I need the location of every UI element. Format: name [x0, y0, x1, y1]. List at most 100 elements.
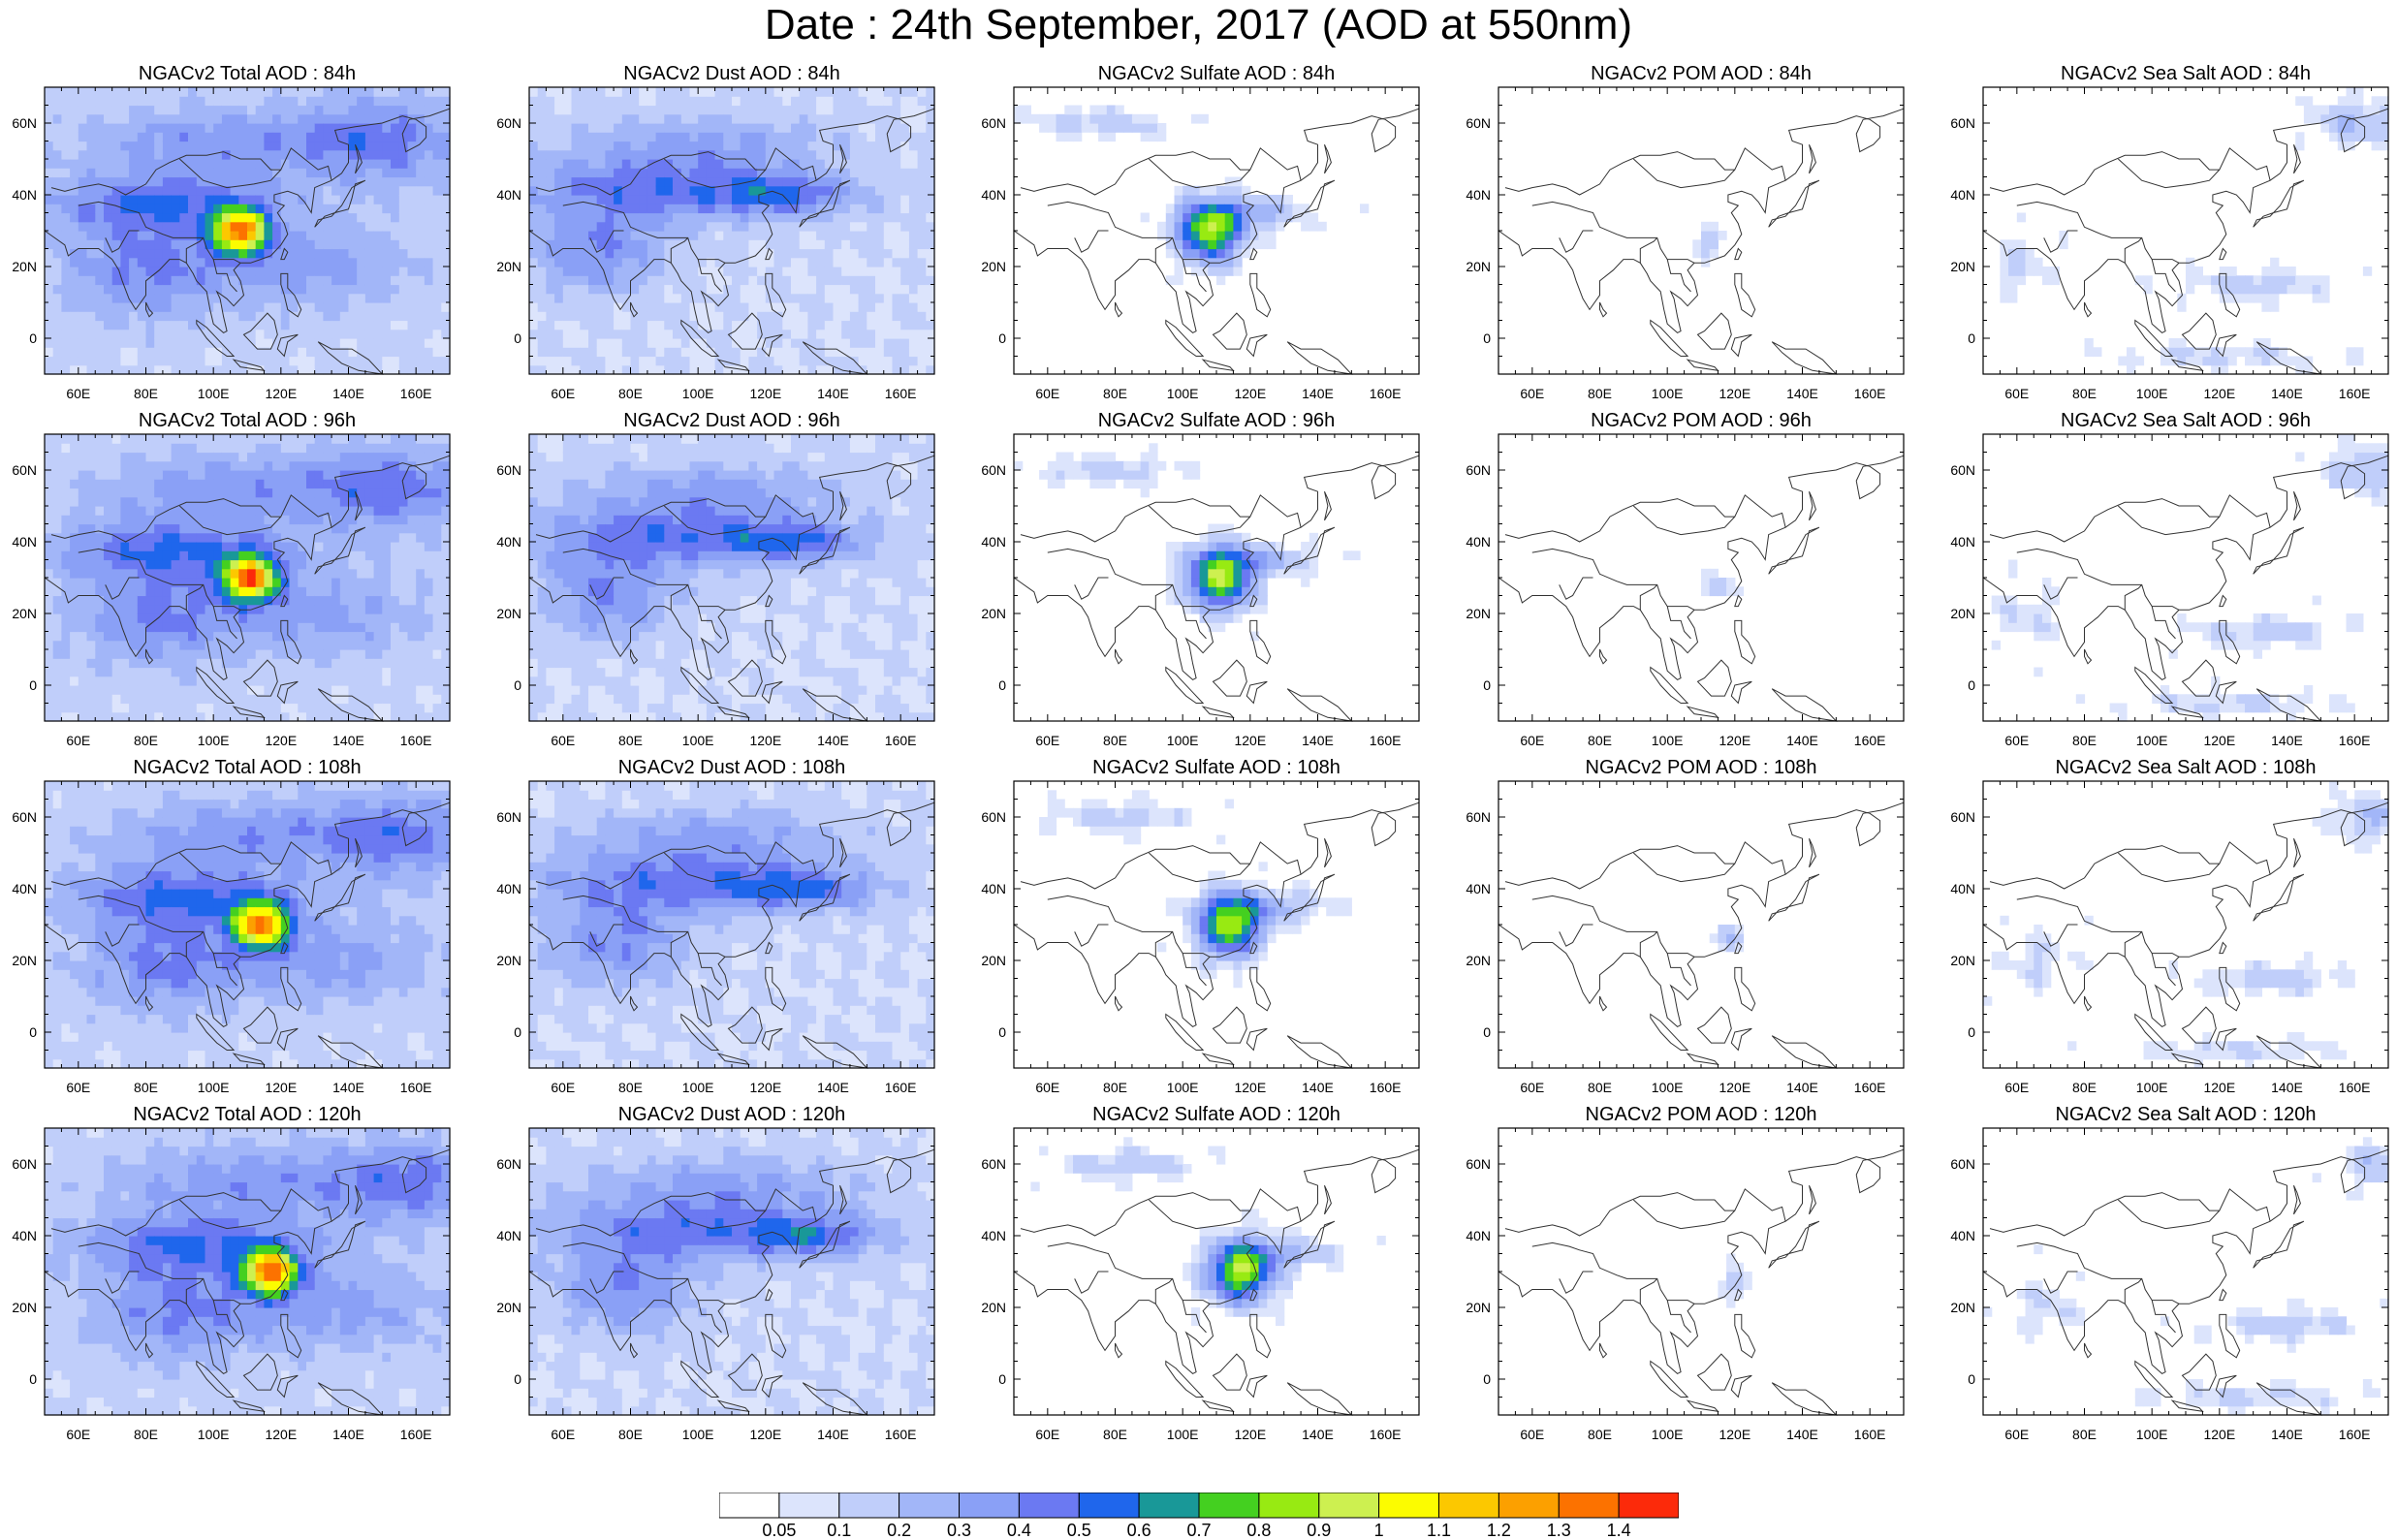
country-border	[1532, 896, 1694, 957]
lon-tick-label: 140E	[1779, 386, 1827, 401]
lon-tick-label: 140E	[325, 1080, 373, 1095]
lon-tick-label: 120E	[1226, 1080, 1275, 1095]
island-outline	[2220, 1290, 2226, 1301]
island-outline	[1687, 1400, 1718, 1411]
island-outline	[1203, 707, 1233, 717]
lat-tick-label: 20N	[4, 606, 37, 621]
lon-tick-label: 160E	[2330, 1080, 2379, 1095]
lat-tick-label: 20N	[1942, 259, 1975, 274]
panel-title: NGACv2 Sulfate AOD : 120h	[1014, 1103, 1419, 1126]
island-outline	[1214, 313, 1247, 349]
island-outline	[1116, 996, 1122, 1011]
country-border	[1155, 1278, 1172, 1304]
colorbar-label: 1	[1350, 1522, 1408, 1539]
island-outline	[1287, 1383, 1351, 1415]
island-outline	[1698, 313, 1732, 349]
aod-field	[1992, 434, 2389, 722]
colorbar-label: 0.1	[810, 1522, 868, 1539]
lon-tick-label: 80E	[1576, 1080, 1624, 1095]
island-outline	[1769, 527, 1819, 574]
lon-tick-label: 80E	[2061, 1080, 2109, 1095]
lon-tick-label: 100E	[1643, 386, 1691, 401]
lon-tick-label: 60E	[1993, 386, 2041, 401]
colorbar-swatch	[1139, 1493, 1199, 1518]
country-border	[1505, 148, 1785, 195]
lon-tick-label: 140E	[1294, 1427, 1342, 1442]
country-border	[1640, 584, 1656, 610]
lon-tick-label: 120E	[741, 733, 790, 748]
lat-tick-label: 0	[973, 330, 1006, 346]
lat-tick-label: 0	[489, 330, 521, 346]
lon-tick-label: 80E	[607, 1427, 655, 1442]
map-plot	[1983, 87, 2388, 374]
lat-tick-label: 60N	[4, 809, 37, 825]
island-outline	[1769, 180, 1819, 227]
island-outline	[1246, 1375, 1267, 1397]
lon-tick-label: 80E	[607, 386, 655, 401]
map-plot	[1014, 87, 1419, 374]
lat-tick-label: 60N	[1942, 462, 1975, 478]
map-plot	[45, 434, 450, 721]
lon-tick-label: 60E	[539, 386, 587, 401]
colorbar-label: 1.3	[1530, 1522, 1588, 1539]
island-outline	[1735, 249, 1742, 260]
lat-tick-label: 60N	[973, 462, 1006, 478]
island-outline	[1769, 874, 1819, 921]
lon-tick-label: 100E	[674, 386, 722, 401]
island-outline	[2254, 1221, 2304, 1268]
lat-tick-label: 20N	[973, 606, 1006, 621]
lon-tick-label: 160E	[2330, 386, 2379, 401]
panel-title: NGACv2 Total AOD : 96h	[45, 409, 450, 432]
lon-tick-label: 80E	[1091, 1427, 1140, 1442]
island-outline	[1731, 681, 1751, 703]
lat-tick-label: 60N	[1458, 1156, 1491, 1172]
country-border	[1505, 495, 1785, 542]
island-outline	[1287, 689, 1351, 721]
colorbar-label: 0.7	[1170, 1522, 1228, 1539]
map-plot	[1498, 434, 1904, 721]
island-outline	[2220, 943, 2226, 954]
lat-tick-label: 20N	[489, 1300, 521, 1315]
lat-tick-label: 40N	[1458, 534, 1491, 550]
coastline	[1498, 109, 1904, 332]
colorbar-swatch	[1379, 1493, 1439, 1518]
panel-title: NGACv2 Dust AOD : 120h	[529, 1103, 934, 1126]
lon-tick-label: 120E	[257, 1427, 305, 1442]
island-outline	[1250, 620, 1271, 663]
lat-tick-label: 20N	[1458, 1300, 1491, 1315]
lat-tick-label: 0	[489, 677, 521, 693]
lon-tick-label: 160E	[1361, 733, 1409, 748]
lat-tick-label: 0	[4, 1371, 37, 1387]
lon-tick-label: 160E	[2330, 733, 2379, 748]
lat-tick-label: 60N	[1458, 462, 1491, 478]
coastline	[1983, 456, 2388, 679]
map-plot	[1498, 87, 1904, 374]
country-border	[1667, 260, 1690, 292]
lon-tick-label: 140E	[1294, 733, 1342, 748]
lat-tick-label: 20N	[1458, 606, 1491, 621]
aod-field	[1692, 222, 1726, 267]
lon-tick-label: 100E	[1643, 1080, 1691, 1095]
lon-tick-label: 80E	[1091, 1080, 1140, 1095]
island-outline	[1287, 1036, 1351, 1068]
country-border	[2118, 506, 2220, 535]
country-border	[1640, 1278, 1656, 1304]
lon-tick-label: 140E	[2263, 386, 2312, 401]
island-outline	[1735, 1314, 1755, 1357]
island-outline	[1600, 996, 1607, 1011]
lon-tick-label: 140E	[2263, 1427, 2312, 1442]
map-plot	[1014, 434, 1419, 721]
lon-tick-label: 120E	[741, 386, 790, 401]
lon-tick-label: 60E	[1508, 386, 1557, 401]
country-border	[2125, 237, 2141, 263]
country-border	[1532, 549, 1694, 610]
island-outline	[1116, 302, 1122, 317]
lat-tick-label: 20N	[1942, 953, 1975, 968]
lat-tick-label: 40N	[973, 1228, 1006, 1243]
map-plot	[45, 87, 450, 374]
lon-tick-label: 100E	[2128, 1427, 2176, 1442]
lon-tick-label: 140E	[1294, 386, 1342, 401]
